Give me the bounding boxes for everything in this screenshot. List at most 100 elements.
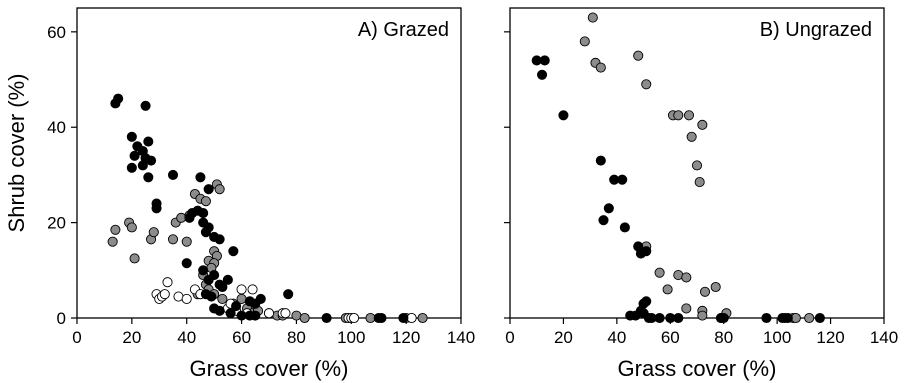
x-tick-label: 120	[392, 328, 420, 347]
plot-frame	[76, 7, 462, 319]
panel-a: 0 20 40 60 80 100 120 140 0 20 40 60 Grass cover (%)…	[4, 7, 475, 381]
x-tick-label: 100	[337, 328, 365, 347]
data-point	[673, 312, 684, 324]
data-point	[641, 79, 652, 90]
data-point	[619, 222, 630, 233]
x-tick-label: 0	[72, 328, 81, 347]
data-point	[691, 160, 703, 171]
data-point	[299, 312, 310, 324]
data-point	[173, 291, 184, 302]
data-point	[683, 110, 695, 121]
data-point	[654, 312, 665, 324]
data-point	[654, 267, 665, 278]
data-point	[129, 253, 140, 264]
data-point	[617, 174, 628, 185]
x-tick-label: 100	[763, 328, 791, 347]
data-point	[697, 119, 708, 130]
data-point	[206, 291, 217, 302]
x-tick-label: 120	[816, 328, 844, 347]
data-point	[126, 162, 137, 173]
data-point	[558, 110, 569, 121]
data-point	[167, 169, 179, 180]
x-tick-label: 80	[287, 328, 306, 347]
data-point	[247, 284, 258, 295]
data-point	[539, 55, 550, 66]
x-tick-label: 40	[177, 328, 196, 347]
data-point	[159, 289, 170, 300]
data-point	[814, 312, 825, 324]
data-point	[146, 155, 157, 166]
data-point	[681, 303, 692, 314]
data-point	[398, 312, 409, 324]
data-point	[200, 196, 211, 207]
data-point	[126, 222, 137, 233]
x-tick-label: 60	[232, 328, 251, 347]
data-point	[148, 227, 159, 238]
data-point	[217, 281, 228, 293]
x-tick-label: 140	[447, 328, 475, 347]
data-point	[200, 227, 211, 238]
data-point	[214, 184, 225, 195]
data-point	[181, 236, 192, 247]
data-point	[625, 310, 636, 321]
data-point	[167, 234, 179, 245]
y-tick-label: 60	[47, 23, 66, 42]
y-axis-label: Shrub cover (%)	[4, 74, 29, 233]
data-point	[417, 312, 428, 324]
data-point	[192, 205, 203, 216]
data-point	[214, 234, 225, 245]
data-point	[132, 141, 143, 152]
data-point	[598, 215, 609, 226]
data-point	[263, 308, 275, 319]
data-point	[376, 312, 387, 324]
data-point	[673, 110, 684, 121]
data-point	[231, 301, 242, 312]
data-point	[203, 184, 214, 195]
x-tick-label: 60	[661, 328, 680, 347]
data-point	[137, 160, 148, 171]
data-point	[126, 131, 137, 142]
data-point	[587, 12, 598, 23]
panel-title: A) Grazed	[358, 19, 449, 41]
data-point	[250, 310, 261, 321]
data-point	[633, 50, 644, 61]
x-tick-label: 80	[714, 328, 733, 347]
data-point	[641, 246, 652, 257]
data-point	[140, 100, 151, 111]
x-tick-label: 20	[122, 328, 141, 347]
x-tick-label: 0	[505, 328, 514, 347]
data-point	[348, 312, 360, 324]
data-point	[595, 62, 606, 73]
data-point	[110, 224, 121, 235]
data-point	[198, 265, 209, 276]
x-axis-label: Grass cover (%)	[190, 356, 349, 381]
data-point	[291, 310, 302, 321]
data-point	[804, 312, 815, 324]
data-point	[143, 136, 154, 147]
data-point	[579, 36, 590, 47]
data-point	[681, 272, 692, 283]
data-point	[162, 277, 173, 288]
data-point	[662, 284, 673, 295]
data-point	[151, 203, 162, 214]
data-point	[143, 172, 154, 183]
data-point	[283, 289, 294, 300]
data-point	[195, 172, 206, 183]
data-point	[181, 293, 192, 304]
data-point	[280, 308, 291, 319]
data-point	[222, 274, 233, 285]
data-point	[113, 93, 124, 104]
data-point	[129, 150, 140, 161]
y-tick-label: 40	[47, 118, 66, 137]
plot-frame	[509, 7, 885, 319]
data-point	[228, 246, 239, 257]
x-tick-label: 40	[607, 328, 626, 347]
data-point	[236, 284, 247, 295]
data-point	[214, 305, 225, 316]
data-point	[537, 69, 548, 80]
panel-title: B) Ungrazed	[760, 19, 872, 41]
data-point	[321, 312, 332, 324]
data-point	[255, 293, 266, 304]
